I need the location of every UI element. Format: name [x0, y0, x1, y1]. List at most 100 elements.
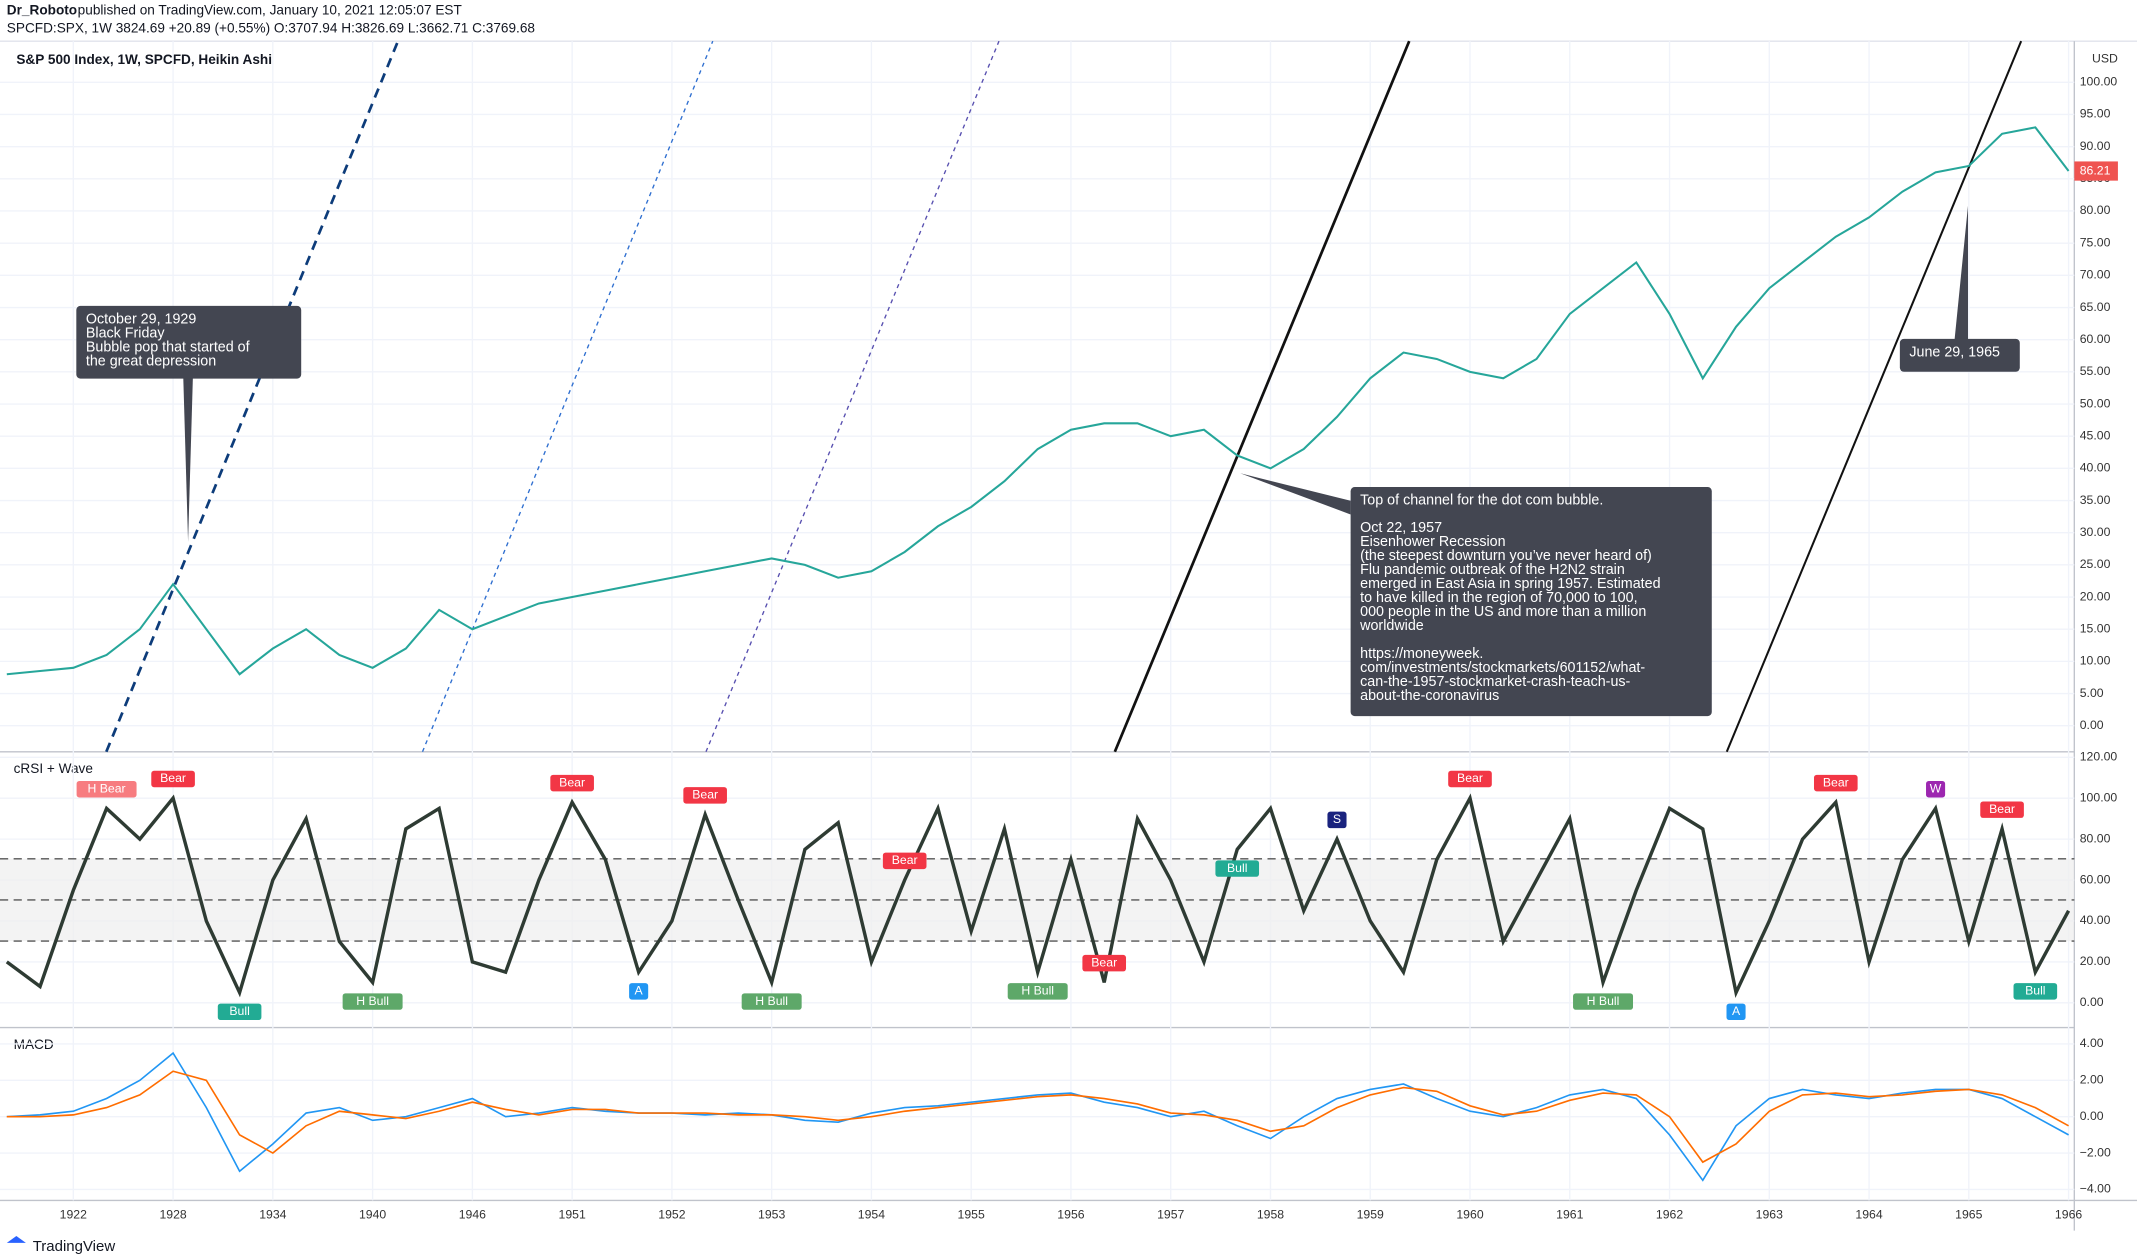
signal-bg	[1448, 770, 1492, 788]
signal-label: Bull	[2025, 984, 2045, 998]
macd-line	[6, 1070, 2069, 1164]
x-tick-label: 1922	[60, 1208, 87, 1222]
logo	[6, 1236, 26, 1243]
y-tick-label: −2.00	[2080, 1145, 2111, 1159]
y-tick-label: 55.00	[2080, 364, 2111, 378]
signal-bg	[151, 770, 195, 788]
callout-text: can-the-1957-stockmarket-crash-teach-us-	[1360, 674, 1630, 690]
x-tick-label: 1951	[559, 1208, 586, 1222]
y-tick-label: 65.00	[2080, 300, 2111, 314]
signal-label: W	[1930, 781, 1942, 795]
y-tick-label: 75.00	[2080, 235, 2111, 249]
signal-bg	[1007, 983, 1068, 1000]
signal-label: H Bull	[1587, 994, 1620, 1008]
x-tick-label: 1966	[2055, 1208, 2082, 1222]
y-tick-label: 10.00	[2080, 654, 2111, 668]
signal-label: A	[635, 984, 644, 998]
callout-text: Eisenhower Recession	[1360, 534, 1505, 550]
signal-label: S	[1333, 812, 1341, 826]
signal-label: Bear	[1457, 771, 1483, 785]
y-tick-label: 30.00	[2080, 525, 2111, 539]
y-tick-label: 40.00	[2080, 913, 2111, 927]
publisher: Dr_Roboto	[7, 3, 77, 18]
signal-label: H Bull	[1021, 984, 1054, 998]
callout-text: Top of channel for the dot com bubble.	[1360, 493, 1603, 509]
published: published on TradingView.com, January 10…	[78, 3, 463, 18]
signal-label: Bull	[229, 1004, 249, 1018]
y-tick-label: 4.00	[2080, 1036, 2104, 1050]
signal-bg	[217, 1003, 262, 1021]
x-tick-label: 1963	[1756, 1208, 1783, 1222]
y-tick-label: 0.00	[2080, 1109, 2104, 1123]
trend-line	[1725, 40, 2023, 753]
callout-text: June 29, 1965	[1909, 344, 2000, 360]
y-tick-label: 25.00	[2080, 557, 2111, 571]
y-tick-label: 80.00	[2080, 203, 2111, 217]
callout-box	[76, 305, 302, 379]
callout-box	[1350, 487, 1712, 717]
x-tick-label: 1957	[1157, 1208, 1184, 1222]
callout-text: Black Friday	[86, 325, 165, 341]
y-tick-label: −4.00	[2080, 1182, 2111, 1196]
y-tick-label: 100.00	[2080, 75, 2118, 89]
panel-title: cRSI + Wave	[14, 761, 93, 776]
y-tick-label: 20.00	[2080, 589, 2111, 603]
x-tick-label: 1959	[1357, 1208, 1384, 1222]
price-label: 86.21	[2080, 163, 2111, 177]
y-tick-label: 5.00	[2080, 686, 2104, 700]
footer: TradingView	[33, 1238, 116, 1255]
y-tick-label: 70.00	[2080, 268, 2111, 282]
x-tick-label: 1958	[1257, 1208, 1284, 1222]
rsi-levels	[0, 858, 2075, 942]
y-tick-label: 50.00	[2080, 396, 2111, 410]
signal-label: Bear	[559, 775, 585, 789]
x-tick-label: 1960	[1456, 1208, 1483, 1222]
signal-bg	[76, 780, 137, 798]
signal-bg	[1726, 1003, 1746, 1021]
signal-label: H Bull	[755, 994, 788, 1008]
signal-label: Bull	[1227, 861, 1247, 875]
x-tick-label: 1928	[159, 1208, 186, 1222]
signal-bg	[1327, 811, 1347, 829]
y-tick-label: 120.00	[2080, 749, 2118, 763]
callout-text: Flu pandemic outbreak of the H2N2 strain	[1360, 562, 1625, 578]
currency: USD	[2092, 51, 2118, 65]
y-tick-label: 60.00	[2080, 872, 2111, 886]
signal-label: Bear	[892, 853, 918, 867]
y-tick-label: 90.00	[2080, 139, 2111, 153]
series-line	[6, 126, 2070, 676]
signal-bg	[1215, 860, 1260, 877]
series-line	[5, 793, 2071, 999]
x-tick-label: 1964	[1855, 1208, 1882, 1222]
y-tick-label: 80.00	[2080, 831, 2111, 845]
signal-bg	[683, 787, 727, 804]
callout-text: to have killed in the region of 70,000 t…	[1360, 590, 1637, 606]
callout-text: Bubble pop that started of	[86, 339, 250, 355]
y-tick-label: 15.00	[2080, 621, 2111, 635]
signal-label: H Bear	[87, 781, 125, 795]
y-tick-label: 0.00	[2080, 718, 2104, 732]
x-tick-label: 1955	[958, 1208, 985, 1222]
callout-pointer	[1240, 473, 1351, 515]
signal-bg	[550, 774, 594, 792]
signal-bg	[2013, 983, 2058, 1000]
y-tick-label: 20.00	[2080, 954, 2111, 968]
callout-text: com/investments/stockmarkets/601152/what…	[1360, 660, 1645, 676]
x-tick-label: 1965	[1955, 1208, 1982, 1222]
x-tick-label: 1934	[259, 1208, 286, 1222]
callout-text: emerged in East Asia in spring 1957. Est…	[1360, 576, 1660, 592]
signal-bg	[1082, 954, 1127, 972]
signal-label: Bear	[1091, 955, 1117, 969]
callout-pointer	[1954, 205, 1969, 342]
x-tick-label: 1940	[359, 1208, 386, 1222]
y-tick-label: 100.00	[2080, 790, 2118, 804]
signal-label: Bear	[1823, 775, 1849, 789]
signal-label: Bear	[1989, 802, 2015, 816]
x-tick-label: 1952	[658, 1208, 685, 1222]
signal-label: H Bull	[356, 994, 389, 1008]
y-tick-label: 45.00	[2080, 428, 2111, 442]
trend-line	[1113, 40, 1411, 753]
signal-bg	[1813, 774, 1858, 792]
x-tick-label: 1953	[758, 1208, 785, 1222]
trend-line	[105, 40, 400, 753]
